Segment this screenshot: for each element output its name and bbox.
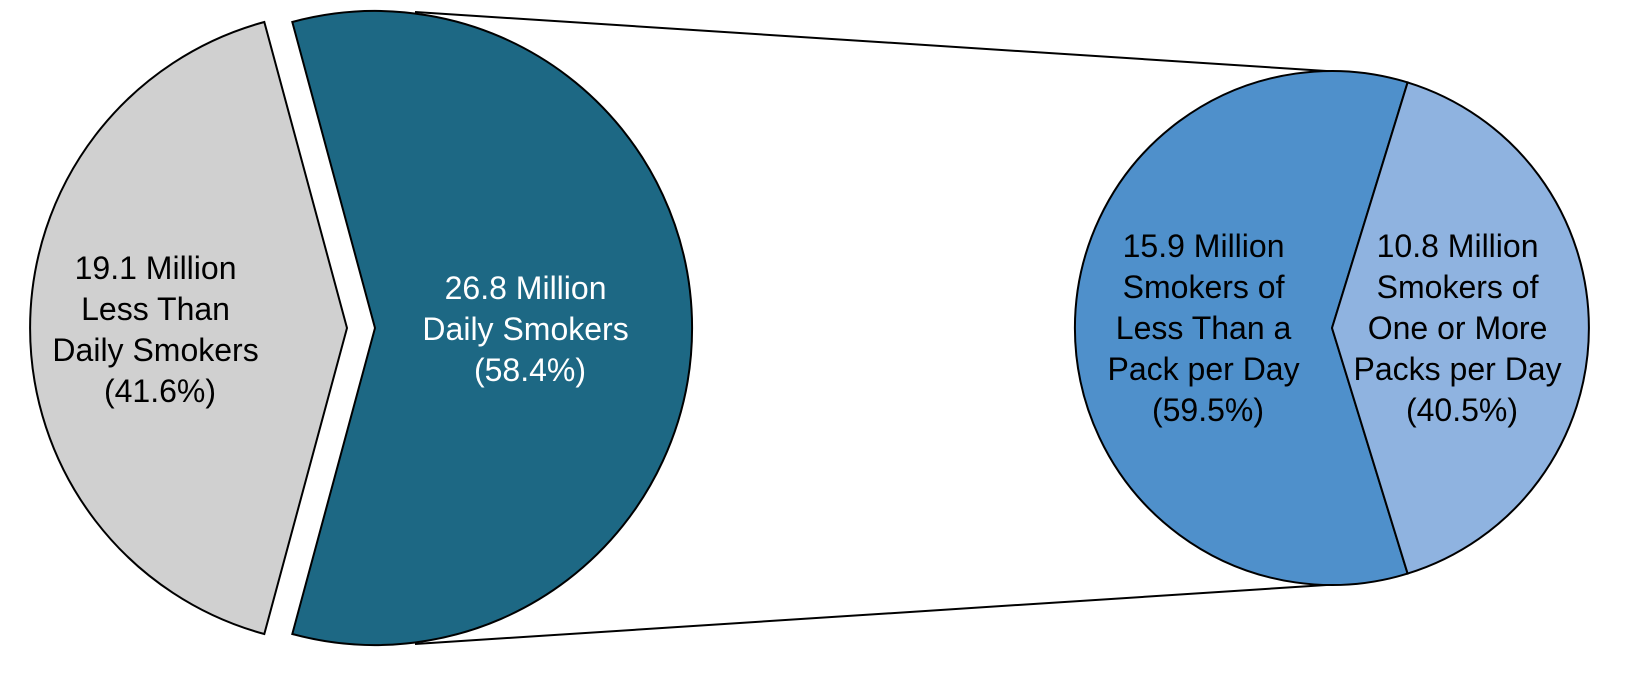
data-label-daily-smokers: 26.8 Million Daily Smokers (58.4%) — [422, 270, 637, 388]
slice-less-than-daily-smokers — [29, 20, 349, 636]
data-label-less-than-daily-smokers: 19.1 Million Less Than Daily Smokers (41… — [52, 250, 267, 409]
slice-daily-smokers — [291, 10, 693, 646]
data-label-one-or-more-packs-per-day: 10.8 Million Smokers of One or More Pack… — [1354, 228, 1571, 428]
slice-less-than-a-pack-per-day — [1073, 70, 1409, 586]
data-label-less-than-a-pack-per-day: 15.9 Million Smokers of Less Than a Pack… — [1108, 228, 1309, 428]
slice-one-or-more-packs-per-day — [1330, 81, 1590, 575]
connector-line-top — [414, 11, 1343, 73]
connector-line-bottom — [414, 583, 1343, 645]
